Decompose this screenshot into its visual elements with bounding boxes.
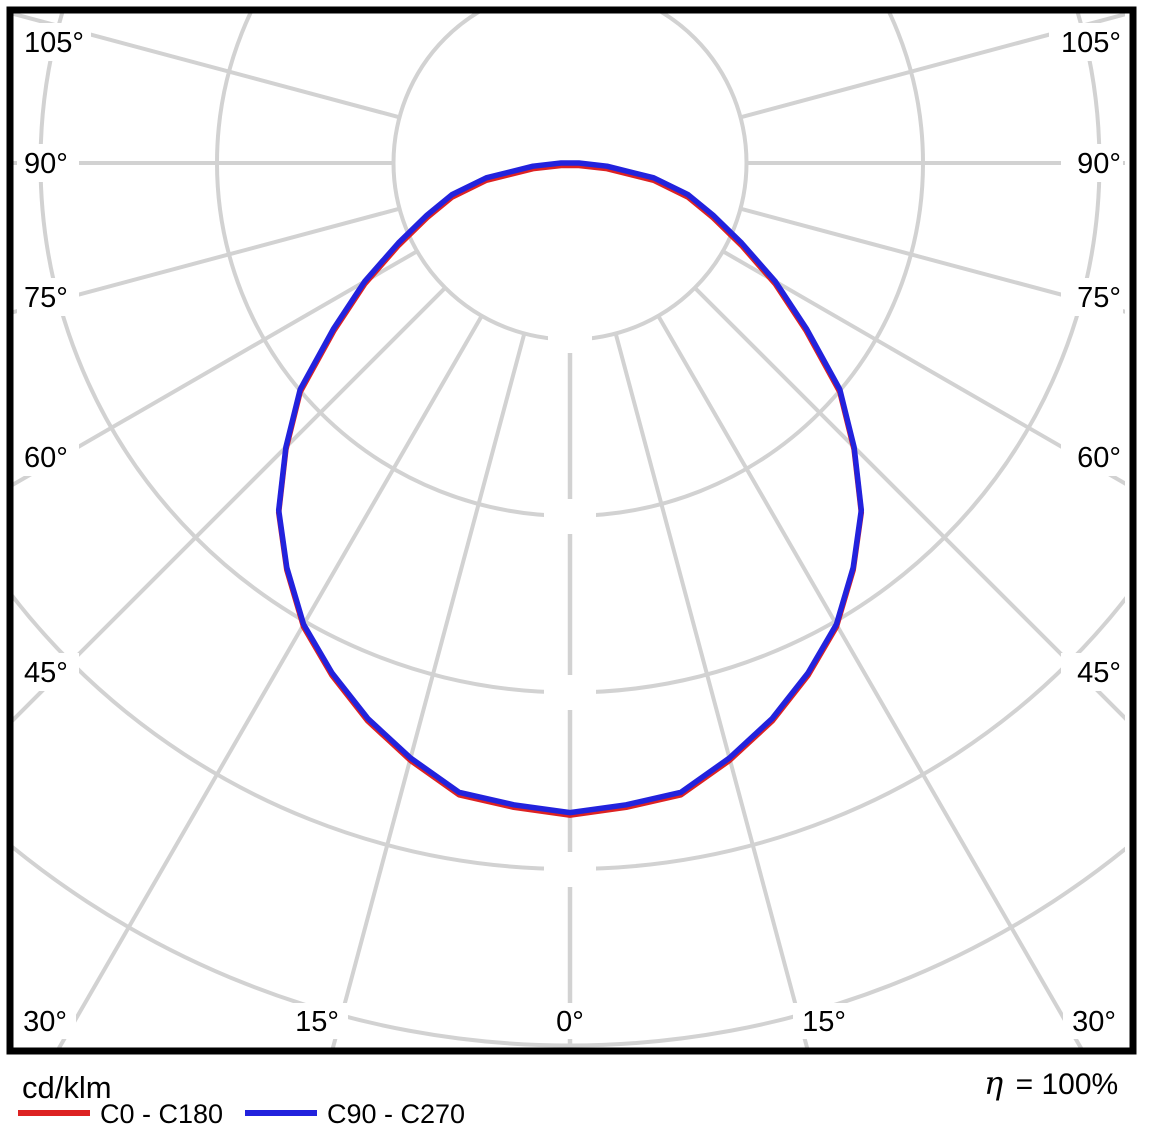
grid-radial-line [57,314,484,1048]
label-backing [1061,144,1123,182]
grid-radial-line [739,13,1125,120]
grid-radial-line [13,13,401,120]
label-backing [17,278,79,316]
axis-value-gaps [544,327,596,887]
legend-label-c0-c180: C0 - C180 [100,1099,223,1129]
label-backing [17,144,79,182]
grid-radial-line [721,249,1125,486]
label-backing [1063,1003,1125,1039]
plot-border [6,6,1137,1055]
angle-label-right: 45° [1077,657,1121,689]
efficiency-value: η = 100% [984,1064,1118,1102]
angle-label-bottom: 30° [1072,1006,1116,1038]
angle-label-right: 90° [1077,148,1121,180]
label-backing [14,1003,76,1039]
axis-value-gap [544,499,596,534]
unit-label: cd/klm [22,1070,112,1105]
grid-radial-line [13,286,447,723]
axis-value-gap [544,675,596,710]
grid-radial-line [656,314,1083,1048]
label-backing [17,23,91,61]
angle-label-left: 45° [24,657,68,689]
angle-labels: 105° 90° 75° 60° 45° 105° 90° 75° 60° 45° 30° 15° 0°… [14,23,1125,1039]
angle-label-right: 105° [1061,27,1121,59]
curve-c90-c270 [275,160,865,816]
angle-label-right: 60° [1077,442,1121,474]
label-backing [1061,278,1123,316]
eta-symbol: η [984,1064,1003,1102]
label-backing [286,1003,348,1039]
label-backing [17,438,79,476]
grid-radial-line [13,249,419,487]
label-backing [545,1003,595,1039]
angle-label-left: 75° [24,282,68,314]
legend-label-c90-c270: C90 - C270 [327,1099,465,1129]
label-backing [1049,23,1123,61]
angle-label-left: 105° [24,27,84,59]
angle-label-bottom: 30° [23,1006,67,1038]
grid-radial-line [693,286,1125,721]
axis-value-gap [544,852,596,887]
label-backing [1061,653,1123,691]
angle-label-left: 90° [24,148,68,180]
grid-radial-line [13,206,401,315]
angle-label-bottom: 15° [802,1006,846,1038]
label-backing [17,653,79,691]
grid-radial-line [739,206,1125,314]
angle-label-bottom: 15° [295,1006,339,1038]
angle-label-bottom: 0° [556,1006,584,1038]
eta-rest: = 100% [1016,1068,1119,1101]
label-backing [793,1003,855,1039]
label-backing [1061,438,1123,476]
angle-label-left: 60° [24,442,68,474]
axis-value-gap [548,327,592,353]
angle-label-right: 75° [1077,282,1121,314]
